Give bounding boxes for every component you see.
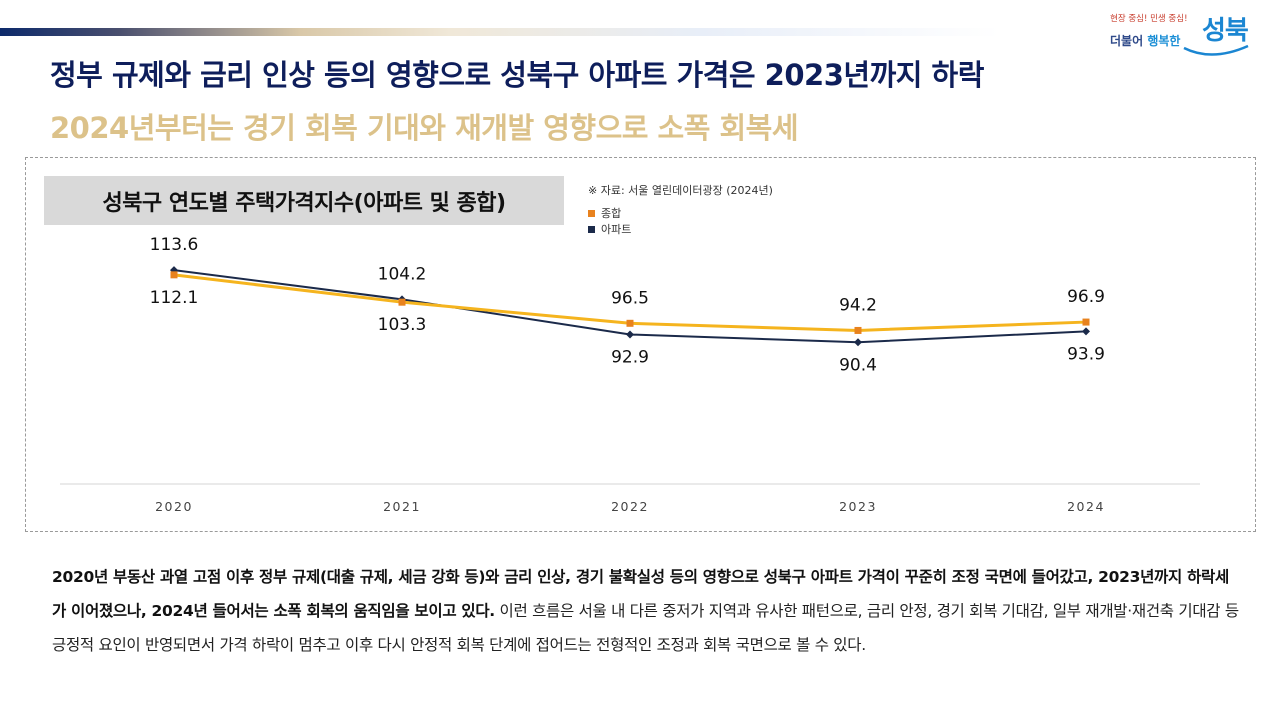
x-tick-label: 2024 — [1067, 499, 1105, 514]
data-label-total: 96.5 — [611, 288, 649, 308]
data-point-total — [170, 271, 178, 279]
data-point-total — [854, 326, 862, 334]
chart-frame — [25, 157, 1256, 532]
seongbuk-logo: 현장 중심! 민생 중심! 더불어 행복한 성북 — [1110, 8, 1262, 70]
data-label-apartment: 92.9 — [611, 347, 649, 367]
description-text: 2020년 부동산 과열 고점 이후 정부 규제(대출 규제, 세금 강화 등)… — [52, 560, 1242, 662]
legend-swatch-apartment — [588, 225, 595, 233]
page-subtitle: 2024년부터는 경기 회복 기대와 재개발 영향으로 소폭 회복세 — [50, 111, 799, 145]
data-label-total: 112.1 — [150, 288, 199, 308]
chart-title: 성북구 연도별 주택가격지수(아파트 및 종합) — [102, 190, 506, 216]
logo-wordmark: 성북 — [1202, 16, 1249, 46]
header-decor-bar — [0, 28, 1000, 36]
logo-tagline: 현장 중심! 민생 중심! — [1110, 14, 1188, 24]
data-label-total: 103.3 — [378, 315, 427, 335]
legend-label-apartment: 아파트 — [601, 223, 632, 236]
chart-title-box: 성북구 연도별 주택가격지수(아파트 및 종합) — [44, 176, 564, 225]
data-point-apartment — [854, 338, 862, 347]
legend-item-apartment: 아파트 — [588, 221, 631, 237]
logo-slogan: 더불어 행복한 — [1110, 34, 1181, 48]
data-point-total — [1082, 318, 1090, 326]
x-tick-label: 2022 — [611, 499, 649, 514]
chart-legend: 종합 아파트 — [588, 205, 631, 237]
logo-swoosh-icon — [1183, 44, 1249, 56]
page-title: 정부 규제와 금리 인상 등의 영향으로 성북구 아파트 가격은 2023년까지… — [50, 58, 984, 92]
chart-source: ※ 자료: 서울 열린데이터광장 (2024년) — [588, 184, 773, 197]
description-bold: 2020년 부동산 과열 고점 이후 정부 규제(대출 규제, 세금 강화 등)… — [52, 568, 1229, 620]
data-label-apartment: 113.6 — [150, 235, 199, 255]
legend-swatch-total — [588, 209, 595, 217]
data-point-total — [626, 319, 634, 327]
data-label-apartment: 104.2 — [378, 264, 427, 284]
x-tick-label: 2023 — [839, 499, 877, 514]
data-point-apartment — [626, 330, 634, 339]
x-tick-label: 2020 — [155, 499, 193, 514]
data-label-total: 94.2 — [839, 295, 877, 315]
data-label-apartment: 90.4 — [839, 355, 877, 375]
data-label-total: 96.9 — [1067, 287, 1105, 307]
data-point-total — [398, 298, 406, 306]
legend-label-total: 종합 — [601, 207, 622, 220]
data-label-apartment: 93.9 — [1067, 344, 1105, 364]
x-tick-label: 2021 — [383, 499, 421, 514]
data-point-apartment — [1082, 327, 1090, 336]
legend-item-total: 종합 — [588, 205, 631, 221]
description-normal: 이런 흐름은 서울 내 다른 중저가 지역과 유사한 패턴으로, 금리 안정, … — [52, 602, 1239, 654]
